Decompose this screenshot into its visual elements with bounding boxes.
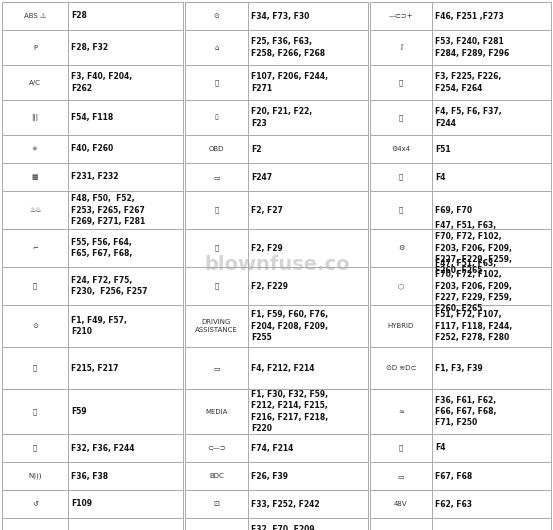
Text: ♨♨: ♨♨: [29, 207, 41, 213]
Text: |||: |||: [32, 114, 39, 121]
Text: ⊂—⊃: ⊂—⊃: [207, 445, 226, 451]
Text: F28: F28: [71, 12, 87, 21]
Text: F2, F27: F2, F27: [251, 206, 283, 215]
Text: F33, F252, F242: F33, F252, F242: [251, 499, 320, 508]
Text: F51: F51: [435, 145, 451, 154]
Text: ⊙: ⊙: [32, 323, 38, 329]
Text: F36, F38: F36, F38: [71, 472, 108, 481]
Text: OBD: OBD: [209, 146, 224, 152]
Text: F53, F240, F281
F284, F289, F296: F53, F240, F281 F284, F289, F296: [435, 38, 509, 58]
Text: A/C: A/C: [29, 80, 41, 85]
Text: HYBRID: HYBRID: [388, 323, 414, 329]
Text: F74, F214: F74, F214: [251, 444, 294, 453]
Text: ⊙: ⊙: [213, 13, 220, 19]
Text: F24, F72, F75,
F230,  F256, F257: F24, F72, F75, F230, F256, F257: [71, 276, 148, 296]
Text: F59: F59: [71, 407, 87, 416]
Text: F1, F3, F39: F1, F3, F39: [435, 364, 483, 373]
Text: 🔑: 🔑: [399, 114, 403, 121]
Text: F40, F260: F40, F260: [71, 145, 113, 154]
Text: F26, F39: F26, F39: [251, 472, 288, 481]
Text: ⌒: ⌒: [33, 408, 37, 415]
Text: ⌐: ⌐: [32, 245, 38, 251]
Text: F2, F29: F2, F29: [251, 243, 283, 252]
Text: 🔊: 🔊: [33, 365, 37, 372]
Text: F32, F70, F209,
F291: F32, F70, F209, F291: [251, 525, 317, 530]
Text: ▯: ▯: [215, 114, 218, 120]
Text: ⌂: ⌂: [214, 45, 219, 50]
Text: DRIVING
ASSISTANCE: DRIVING ASSISTANCE: [195, 320, 238, 332]
Text: N))): N))): [28, 473, 41, 479]
Text: 🚗: 🚗: [399, 79, 403, 86]
Text: F55, F56, F64,
F65, F67, F68,: F55, F56, F64, F65, F67, F68,: [71, 238, 132, 258]
Text: F3, F225, F226,
F254, F264: F3, F225, F226, F254, F264: [435, 73, 501, 93]
Text: F47, F51, F63,
F70, F72, F102,
F203, F206, F209,
F227, F229, F259,
F260, F265: F47, F51, F63, F70, F72, F102, F203, F20…: [435, 222, 512, 275]
Text: F1, F30, F32, F59,
F212, F214, F215,
F216, F217, F218,
F220: F1, F30, F32, F59, F212, F214, F215, F21…: [251, 391, 328, 432]
Text: blownfuse.co: blownfuse.co: [204, 255, 350, 275]
Text: F28, F32: F28, F32: [71, 43, 108, 52]
Text: F54, F118: F54, F118: [71, 113, 113, 122]
Text: F20, F21, F22,
F23: F20, F21, F22, F23: [251, 108, 312, 128]
Text: ✳: ✳: [32, 146, 38, 152]
Text: ʃ: ʃ: [400, 45, 402, 50]
Text: F46, F251 ,F273: F46, F251 ,F273: [435, 12, 504, 21]
Text: MEDIA: MEDIA: [205, 409, 228, 414]
Text: F1, F59, F60, F76,
F204, F208, F209,
F255: F1, F59, F60, F76, F204, F208, F209, F25…: [251, 311, 328, 342]
Text: —⊂⊃+: —⊂⊃+: [389, 13, 413, 19]
Text: 🚗: 🚗: [215, 207, 218, 213]
Text: F231, F232: F231, F232: [71, 172, 118, 181]
Text: ⛽: ⛽: [215, 79, 218, 86]
Text: ▭: ▭: [398, 473, 404, 479]
Text: ↺: ↺: [32, 501, 38, 507]
Text: F51, F72, F107,
F117, F118, F244,
F252, F278, F280: F51, F72, F107, F117, F118, F244, F252, …: [435, 311, 512, 342]
Text: F109: F109: [71, 499, 92, 508]
Text: Ⓐ: Ⓐ: [399, 174, 403, 180]
Text: F107, F206, F244,
F271: F107, F206, F244, F271: [251, 73, 328, 93]
Text: F247: F247: [251, 172, 272, 181]
Text: P: P: [33, 45, 37, 50]
Text: ≈: ≈: [398, 409, 404, 414]
Text: 📶: 📶: [33, 445, 37, 452]
Text: 🔧: 🔧: [215, 282, 218, 289]
Text: ⚙4x4: ⚙4x4: [392, 146, 410, 152]
Text: 48V: 48V: [394, 501, 408, 507]
Text: F2: F2: [251, 145, 262, 154]
Text: 🔒: 🔒: [33, 282, 37, 289]
Text: F4, F212, F214: F4, F212, F214: [251, 364, 315, 373]
Text: BDC: BDC: [209, 473, 224, 479]
Text: ABS ⚠: ABS ⚠: [24, 13, 46, 19]
Text: F215, F217: F215, F217: [71, 364, 118, 373]
Text: 🗝: 🗝: [399, 207, 403, 213]
Text: ⊡: ⊡: [213, 501, 220, 507]
Text: F32, F36, F244: F32, F36, F244: [71, 444, 134, 453]
Text: F34, F73, F30: F34, F73, F30: [251, 12, 309, 21]
Text: ⬡: ⬡: [398, 283, 404, 289]
Text: F4, F5, F6, F37,
F244: F4, F5, F6, F37, F244: [435, 108, 502, 128]
Text: ▦: ▦: [32, 174, 38, 180]
Text: 🚙: 🚙: [215, 245, 218, 251]
Text: F47, F51, F63,
F70, F72, F102,
F203, F206, F209,
F227, F229, F259,
F260, F265: F47, F51, F63, F70, F72, F102, F203, F20…: [435, 259, 512, 313]
Text: ⚙: ⚙: [398, 245, 404, 251]
Text: F1, F49, F57,
F210: F1, F49, F57, F210: [71, 316, 127, 336]
Text: F62, F63: F62, F63: [435, 499, 472, 508]
Text: F4: F4: [435, 444, 446, 453]
Text: F69, F70: F69, F70: [435, 206, 472, 215]
Text: 📞: 📞: [399, 445, 403, 452]
Text: F2, F229: F2, F229: [251, 281, 288, 290]
Text: ⊙D ≋D⊂: ⊙D ≋D⊂: [386, 365, 416, 371]
Text: F67, F68: F67, F68: [435, 472, 472, 481]
Text: F25, F36, F63,
F258, F266, F268: F25, F36, F63, F258, F266, F268: [251, 38, 325, 58]
Text: ▭: ▭: [213, 174, 220, 180]
Text: ▭: ▭: [213, 365, 220, 371]
Text: F36, F61, F62,
F66, F67, F68,
F71, F250: F36, F61, F62, F66, F67, F68, F71, F250: [435, 396, 497, 427]
Text: F48, F50,  F52,
F253, F265, F267
F269, F271, F281: F48, F50, F52, F253, F265, F267 F269, F2…: [71, 195, 145, 226]
Text: F3, F40, F204,
F262: F3, F40, F204, F262: [71, 73, 132, 93]
Text: F4: F4: [435, 172, 446, 181]
